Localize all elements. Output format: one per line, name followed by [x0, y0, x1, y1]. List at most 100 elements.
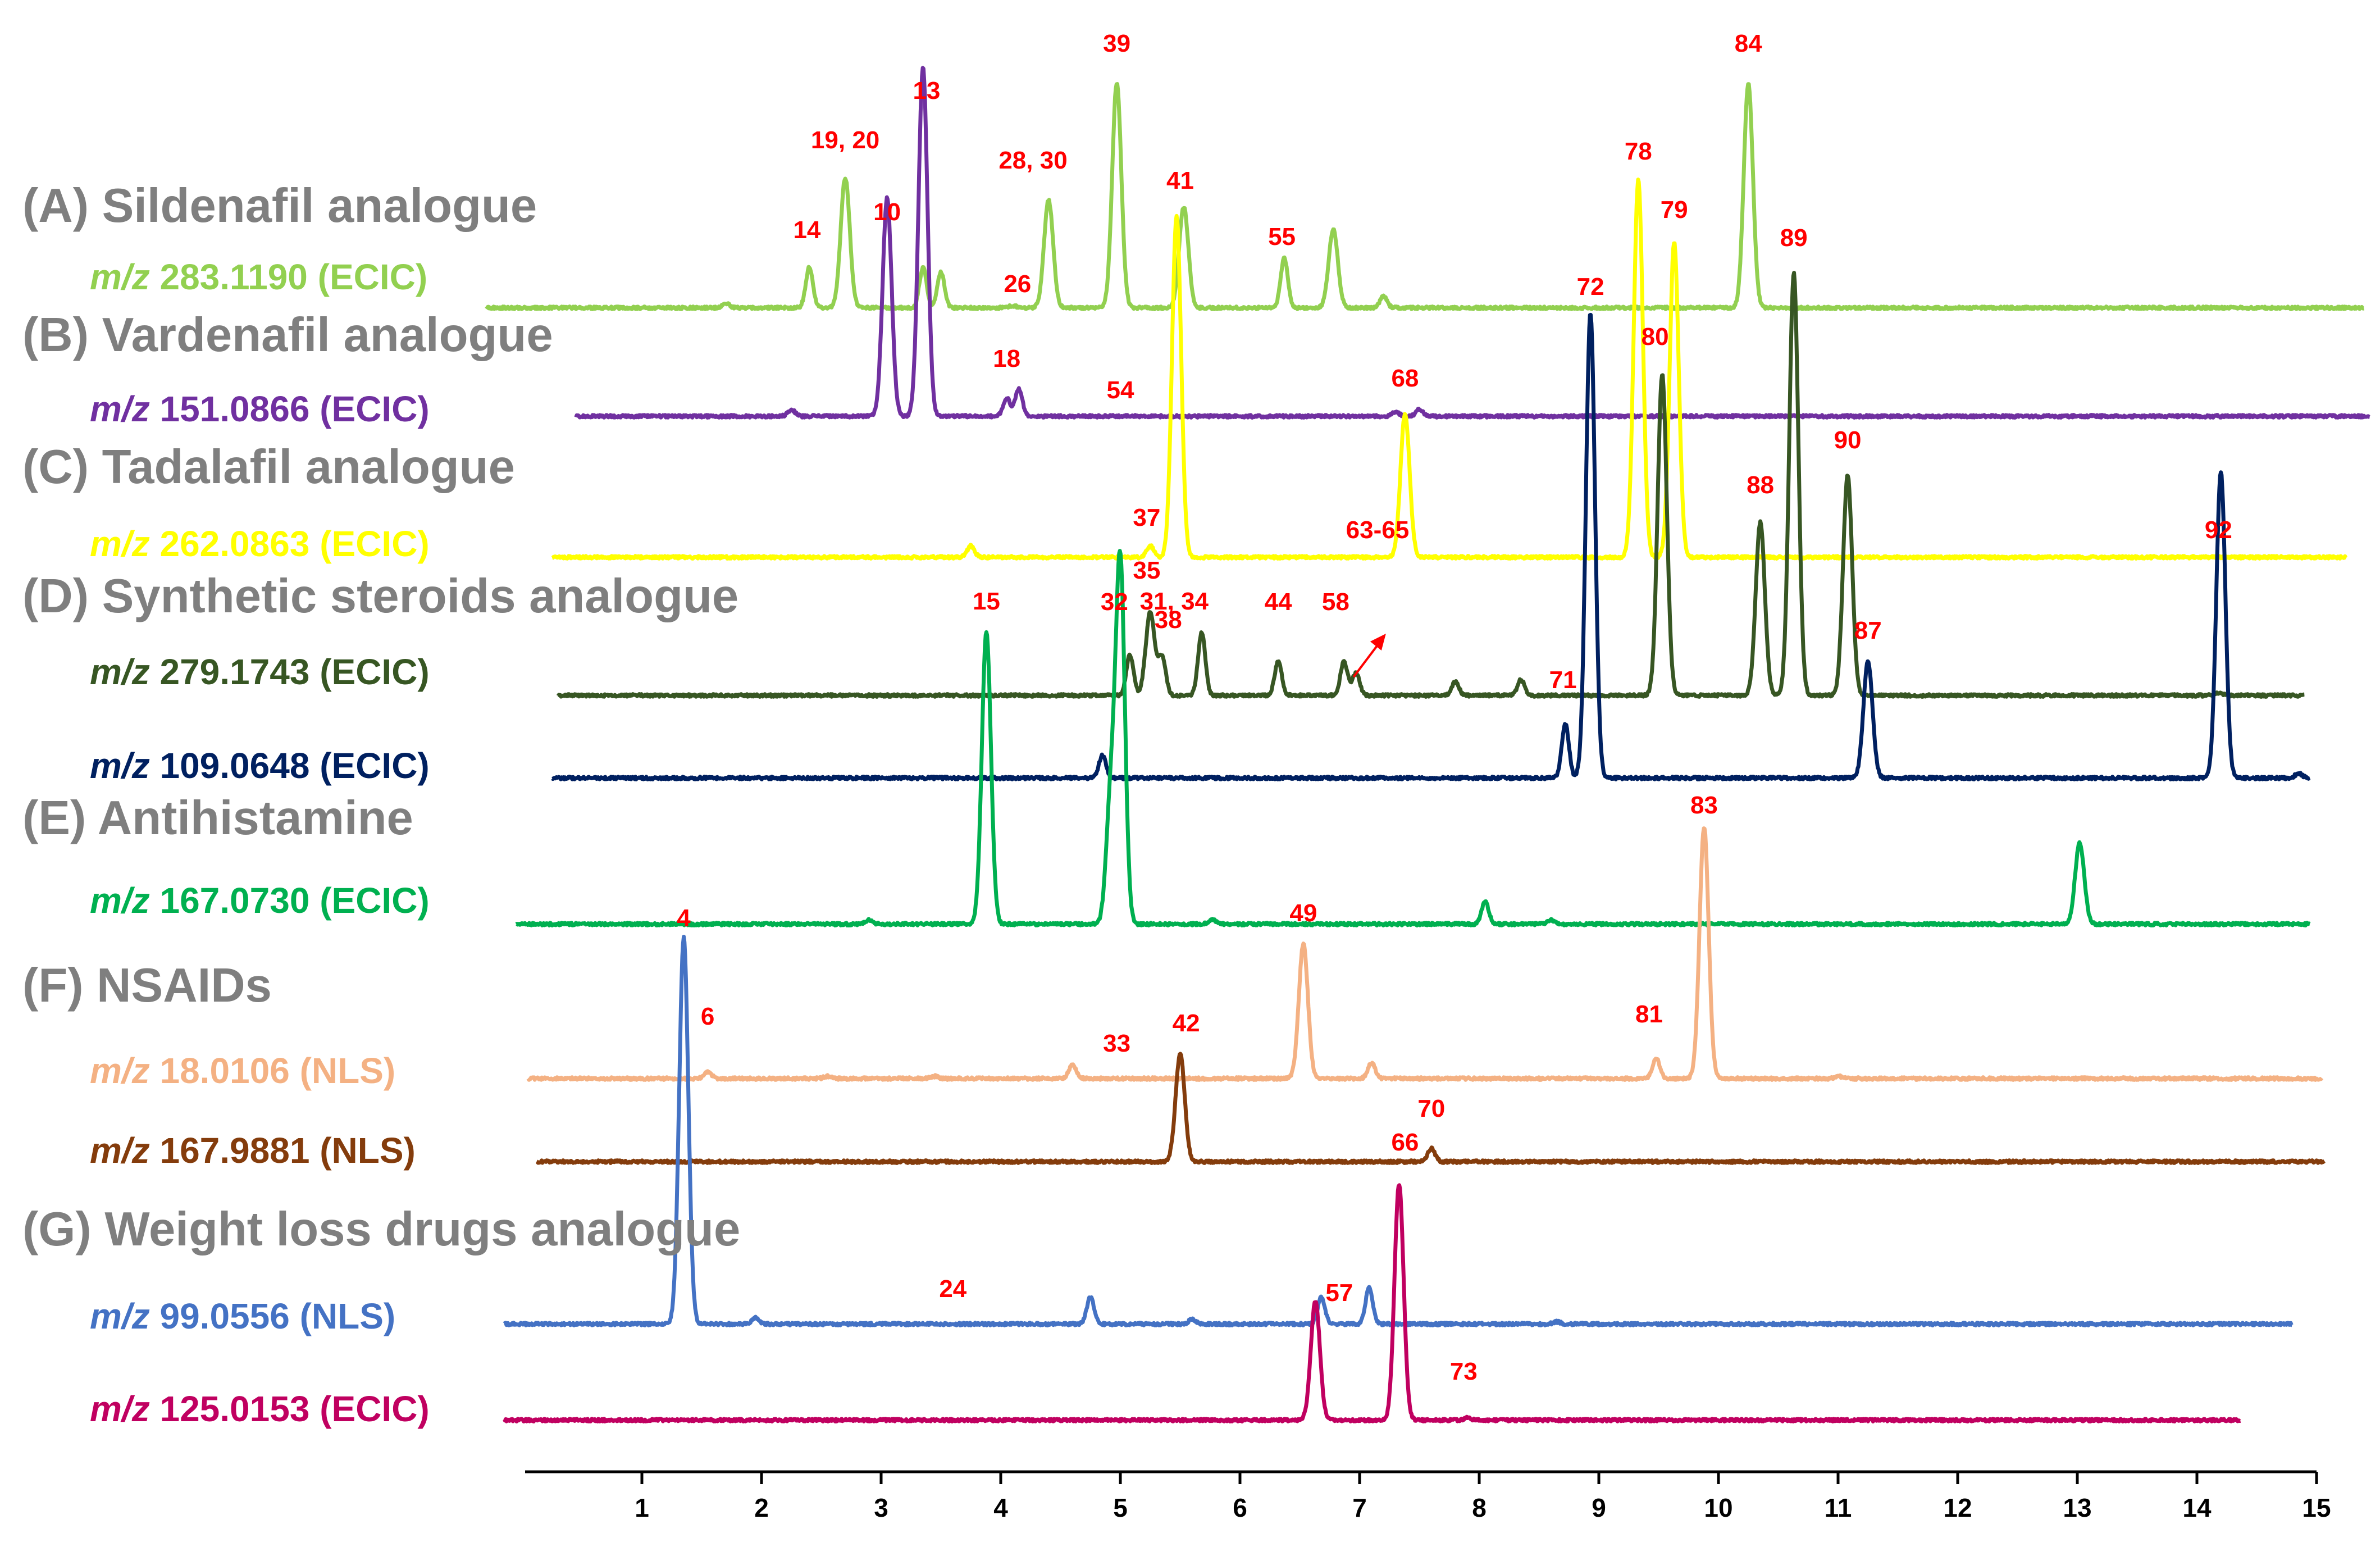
peak-label: 39: [1103, 30, 1130, 57]
peak-label: 90: [1834, 426, 1862, 454]
x-tick-label: 11: [1825, 1493, 1852, 1522]
peak-label: 31, 34: [1140, 588, 1209, 615]
x-tick-label: 4: [993, 1493, 1008, 1522]
peak-label: 14: [793, 216, 820, 244]
trace-label: m/z 109.0648 (ECIC): [90, 745, 430, 786]
peak-label: 28, 30: [998, 147, 1067, 174]
trace-label: m/z 279.1743 (ECIC): [90, 652, 430, 692]
peak-label: 87: [1854, 617, 1882, 644]
peak-label: 57: [1325, 1279, 1353, 1307]
peak-label: 79: [1661, 196, 1688, 224]
trace-group: m/z 283.1190 (ECIC): [90, 82, 2365, 311]
peak-label: 54: [1107, 376, 1134, 404]
peak-label: 73: [1450, 1358, 1478, 1385]
peak-label: 66: [1391, 1129, 1419, 1156]
trace-label: m/z 167.9881 (NLS): [90, 1130, 416, 1171]
chromatogram-line: [526, 826, 2324, 1082]
x-tick-label: 9: [1592, 1493, 1606, 1522]
peak-label: 13: [913, 77, 940, 104]
peak-label: 10: [873, 198, 901, 226]
peak-label: 81: [1635, 1000, 1663, 1028]
x-tick-label: 2: [754, 1493, 769, 1522]
peak-label: 35: [1133, 557, 1160, 584]
chromatogram-line: [535, 1052, 2326, 1165]
peak-label: 71: [1549, 666, 1577, 694]
trace-group: m/z 167.0730 (ECIC): [90, 549, 2311, 927]
x-tick-label: 1: [635, 1493, 649, 1522]
trace-group: m/z 18.0106 (NLS): [90, 826, 2324, 1091]
group-title-D: (D) Synthetic steroids analogue: [22, 570, 738, 623]
peak-label: 63-65: [1346, 516, 1410, 544]
trace-label: m/z 167.0730 (ECIC): [90, 880, 430, 921]
group-title-layer: (A) Sildenafil analogue (B) Vardenafil an…: [22, 179, 740, 1256]
peak-label: 72: [1577, 273, 1604, 301]
group-title-A: (A) Sildenafil analogue: [22, 179, 537, 233]
chromatogram-line: [551, 178, 2348, 561]
x-tick-label: 10: [1704, 1493, 1732, 1522]
trace-label: m/z 125.0153 (ECIC): [90, 1389, 430, 1429]
trace-label: m/z 18.0106 (NLS): [90, 1050, 395, 1091]
peak-label: 49: [1289, 899, 1317, 927]
trace-group: m/z 109.0648 (ECIC): [90, 312, 2311, 786]
trace-group: m/z 151.0866 (ECIC): [90, 66, 2371, 429]
trace-label: m/z 99.0556 (NLS): [90, 1296, 395, 1336]
chromatogram-line: [556, 271, 2306, 699]
group-title-B: (B) Vardenafil analogue: [22, 308, 553, 362]
peak-label: 70: [1417, 1095, 1445, 1122]
peak-label: 42: [1173, 1009, 1200, 1037]
x-tick-label: 5: [1113, 1493, 1128, 1522]
group-title-G: (G) Weight loss drugs analogue: [22, 1203, 740, 1256]
peak-label: 41: [1166, 167, 1194, 194]
arrow-head: [1370, 634, 1386, 651]
chromatogram-line: [503, 935, 2294, 1327]
chromatogram-line: [551, 312, 2311, 781]
peak-label: 24: [939, 1275, 966, 1303]
chromatogram-line: [574, 66, 2371, 420]
peak-label: 78: [1625, 138, 1652, 165]
peak-label: 88: [1747, 471, 1774, 499]
trace-label: m/z 262.0863 (ECIC): [90, 524, 430, 564]
peak-label: 58: [1322, 588, 1349, 616]
peak-label: 38: [1155, 606, 1182, 634]
annotation-layer: 14 19, 20 10 13 26 28, 30 39 55 84 18 54 41 37 68 78 79…: [677, 30, 2232, 1385]
peak-label: 83: [1690, 792, 1718, 819]
chromatogram-line: [485, 82, 2365, 311]
x-tick-label: 14: [2182, 1493, 2212, 1522]
x-axis: 1 2 3 4 5 6 7 8 9 10 11 12 13 14 15: [525, 1470, 2331, 1522]
x-tick-label: 12: [1943, 1493, 1972, 1522]
group-title-C: (C) Tadalafil analogue: [22, 440, 515, 494]
peak-label: 37: [1133, 504, 1160, 531]
trace-label: m/z 151.0866 (ECIC): [90, 389, 430, 429]
peak-label: 68: [1391, 365, 1419, 392]
trace-group: m/z 167.9881 (NLS): [90, 1052, 2326, 1171]
chromatogram-line: [503, 1183, 2242, 1423]
trace-layer: m/z 283.1190 (ECIC) m/z 151.0866 (ECIC) m/…: [90, 66, 2371, 1429]
peak-label: 4: [677, 904, 691, 932]
peak-label: 32: [1101, 588, 1128, 616]
x-tick-label: 13: [2063, 1493, 2091, 1522]
peak-label: 92: [2205, 516, 2232, 544]
peak-label: 84: [1735, 30, 1762, 57]
trace-group: m/z 279.1743 (ECIC): [90, 271, 2306, 699]
peak-label: 15: [973, 588, 1000, 615]
x-tick-label: 3: [874, 1493, 888, 1522]
chromatogram-line: [515, 549, 2311, 927]
x-tick-label: 7: [1352, 1493, 1367, 1522]
group-title-E: (E) Antihistamine: [22, 792, 413, 845]
peak-label: 26: [1004, 270, 1031, 298]
trace-group: m/z 125.0153 (ECIC): [90, 1183, 2242, 1429]
x-tick-label: 8: [1472, 1493, 1487, 1522]
trace-group: m/z 99.0556 (NLS): [90, 935, 2294, 1336]
peak-label: 55: [1268, 223, 1296, 251]
peak-label: 33: [1103, 1030, 1130, 1057]
peak-label: 19, 20: [811, 126, 879, 154]
peak-label: 80: [1642, 323, 1669, 351]
x-tick-label: 6: [1233, 1493, 1247, 1522]
x-tick-label: 15: [2302, 1493, 2331, 1522]
peak-label: 89: [1780, 224, 1808, 252]
peak-label: 6: [701, 1003, 714, 1030]
trace-group: m/z 262.0863 (ECIC): [90, 178, 2348, 564]
peak-label: 18: [993, 345, 1020, 372]
group-title-F: (F) NSAIDs: [22, 959, 272, 1012]
